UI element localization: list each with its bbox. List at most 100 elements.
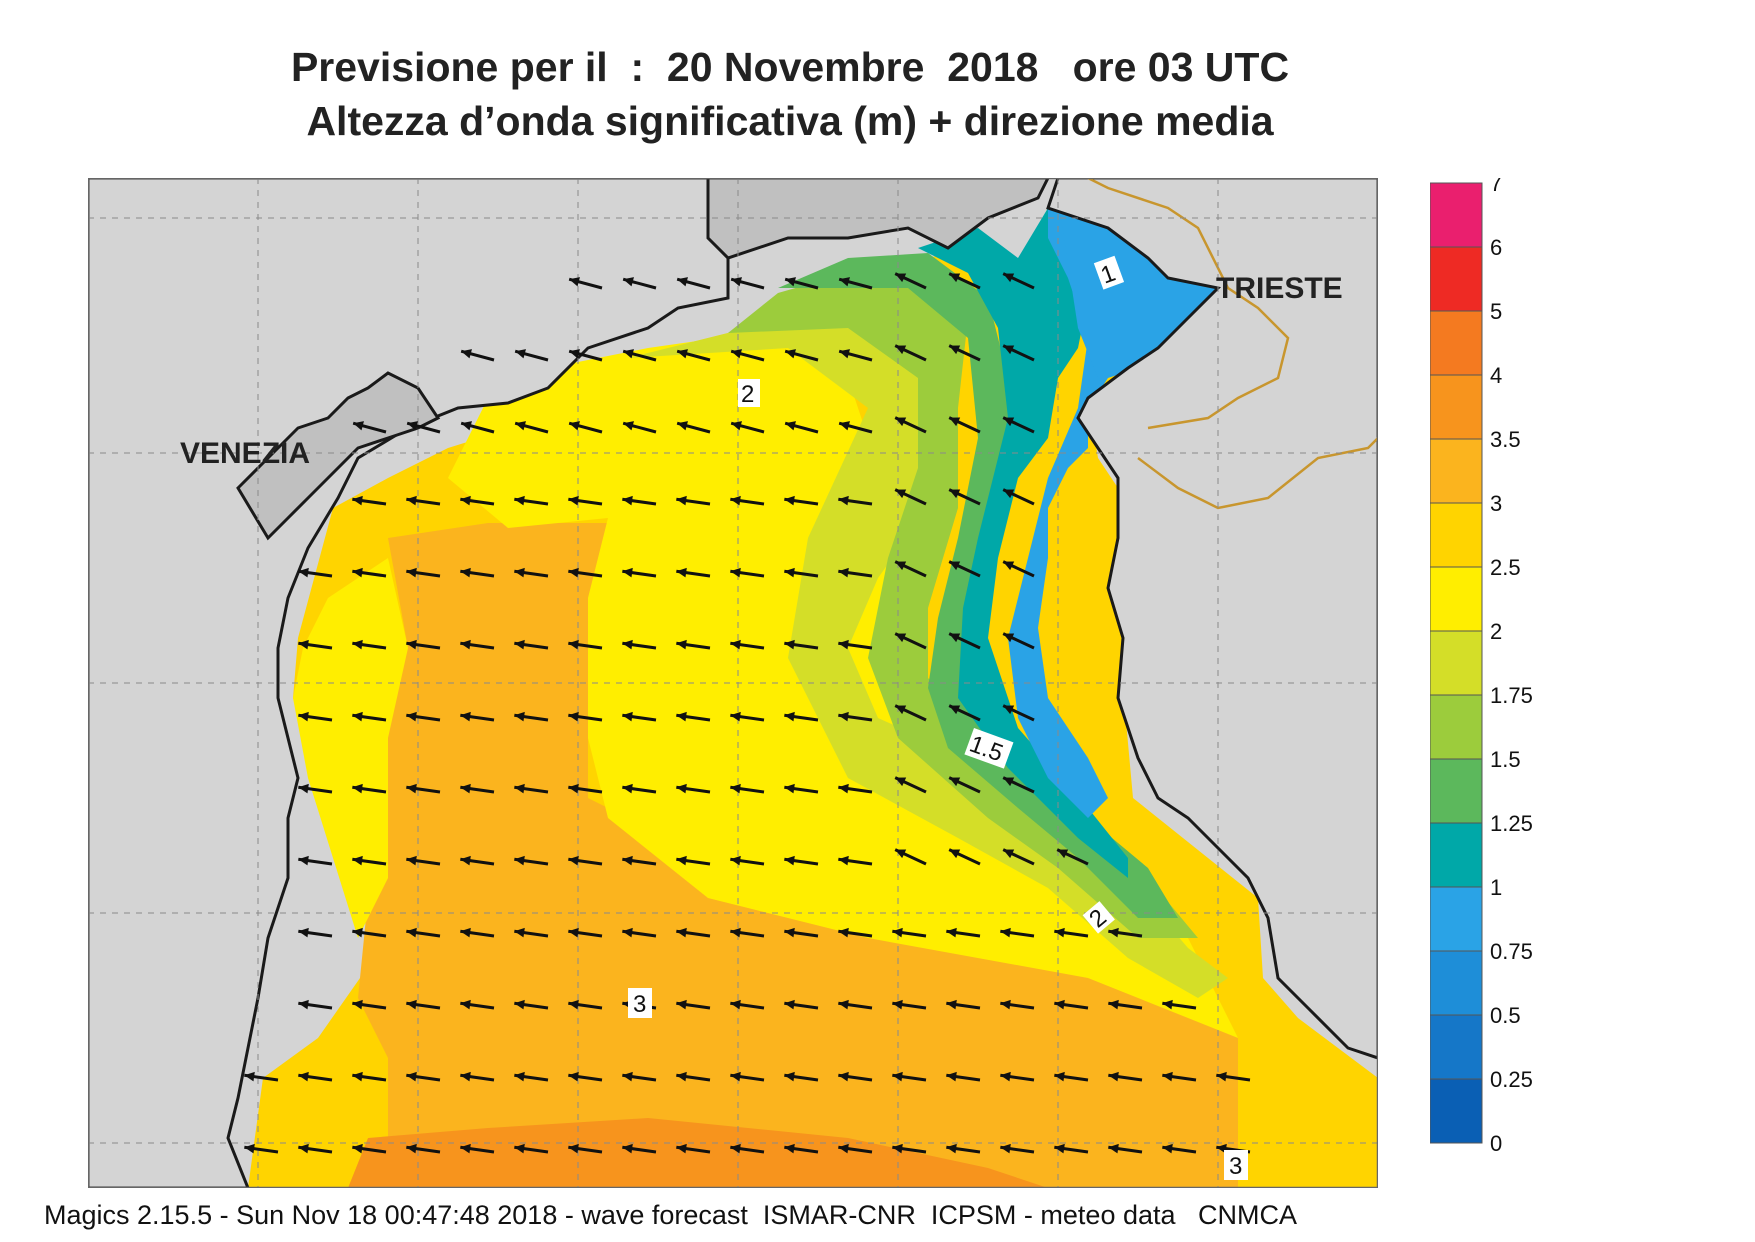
wave-arrow-head (895, 273, 907, 283)
wave-arrow-head (676, 711, 687, 722)
wave-arrow-head (298, 1071, 309, 1082)
wave-arrow-head (784, 783, 795, 794)
scale-tick-label: 4 (1490, 363, 1502, 388)
scale-box (1430, 182, 1483, 248)
wave-arrow-head (514, 927, 525, 938)
wave-arrow-head (515, 421, 526, 431)
scale-tick-label: 0.75 (1490, 939, 1533, 964)
wave-arrow-head (460, 1071, 471, 1082)
scale-tick-label: 3 (1490, 491, 1502, 516)
wave-arrow-head (568, 495, 579, 506)
wave-arrow-head (1057, 849, 1069, 859)
wave-arrow-head (1003, 777, 1015, 787)
wave-arrow-head (838, 1143, 849, 1154)
wave-arrow-head (406, 711, 417, 722)
wave-arrow-head (569, 421, 580, 431)
wave-arrow-head (568, 855, 579, 866)
scale-box (1430, 630, 1483, 696)
scale-tick-label: 0.5 (1490, 1003, 1521, 1028)
wave-arrow-head (568, 711, 579, 722)
wave-arrow-head (1108, 1071, 1119, 1082)
wave-direction-arrows (244, 272, 1251, 1154)
wave-arrow-head (1000, 927, 1011, 938)
wave-arrow-head (1003, 705, 1015, 715)
wave-arrow-head (298, 639, 309, 650)
wave-arrow-head (676, 783, 687, 794)
scale-box (1430, 822, 1483, 888)
wave-arrow-head (353, 421, 364, 431)
scale-tick-label: 0 (1490, 1131, 1502, 1156)
wave-arrow-head (730, 855, 741, 866)
wave-arrow-head (568, 639, 579, 650)
wave-arrow-head (895, 849, 907, 859)
wave-arrow-head (1216, 1071, 1227, 1082)
wave-arrow-head (460, 855, 471, 866)
wave-arrow-head (514, 1071, 525, 1082)
wave-arrow-head (460, 1143, 471, 1154)
wave-arrow-head (838, 567, 849, 578)
wave-arrow-head (730, 1143, 741, 1154)
wave-arrow-head (406, 999, 417, 1010)
wave-arrow-head (838, 1071, 849, 1082)
wave-arrow-head (1054, 1071, 1065, 1082)
wave-arrow-head (622, 783, 633, 794)
wave-arrow-head (244, 1143, 255, 1154)
wave-arrow-head (352, 711, 363, 722)
wave-arrow-head (568, 1071, 579, 1082)
scale-box (1430, 566, 1483, 632)
wave-arrow-head (298, 783, 309, 794)
contour-labels: 1 2 1.5 2 3 3 (628, 255, 1248, 1180)
wave-arrow-head (784, 855, 795, 866)
wave-arrow-head (622, 711, 633, 722)
wave-arrow-head (895, 705, 907, 715)
wave-arrow-head (949, 777, 961, 787)
wave-arrow-head (514, 1143, 525, 1154)
wave-arrow-head (352, 639, 363, 650)
wave-arrow-head (1003, 849, 1015, 859)
wave-arrow-head (1000, 1143, 1011, 1154)
wave-arrow-head (460, 999, 471, 1010)
scale-box (1430, 310, 1483, 376)
wave-arrow-head (406, 639, 417, 650)
wave-arrow-head (514, 999, 525, 1010)
wave-arrow-head (895, 417, 907, 427)
wave-arrow-head (784, 495, 795, 506)
scale-tick-label: 2.5 (1490, 555, 1521, 580)
title-line-1: Previsione per il : 20 Novembre 2018 ore… (290, 44, 1290, 90)
wave-arrow-head (1003, 273, 1015, 283)
national-border-south (1137, 437, 1378, 510)
wave-arrow-head (623, 421, 634, 431)
wave-arrow-head (352, 855, 363, 866)
wave-arrow-head (949, 561, 961, 571)
scale-tick-label: 1.5 (1490, 747, 1521, 772)
wave-arrow-head (730, 999, 741, 1010)
wave-arrow-head (946, 1143, 957, 1154)
wave-arrow-head (460, 927, 471, 938)
wave-arrow-head (406, 927, 417, 938)
wave-arrow-head (461, 349, 472, 359)
scale-tick-label: 7 (1490, 178, 1502, 196)
contour-label-3-center: 3 (633, 991, 646, 1018)
wave-arrow-head (895, 777, 907, 787)
wave-arrow-head (515, 349, 526, 359)
wave-arrow-head (1000, 1071, 1011, 1082)
wave-arrow-head (676, 999, 687, 1010)
wave-arrow-head (298, 1143, 309, 1154)
wave-arrow-head (839, 349, 850, 359)
wave-arrow-head (784, 1071, 795, 1082)
wave-arrow-head (568, 1143, 579, 1154)
wave-arrow-head (676, 927, 687, 938)
wave-arrow-head (892, 927, 903, 938)
wave-arrow-head (622, 855, 633, 866)
wave-arrow-head (406, 1071, 417, 1082)
wave-arrow-head (622, 1143, 633, 1154)
wave-arrow-head (352, 567, 363, 578)
wave-arrow-head (514, 639, 525, 650)
italian-coast-land (88, 178, 730, 1188)
wave-arrow-head (838, 639, 849, 650)
wave-arrow-head (731, 349, 742, 359)
wave-arrow-head (1108, 999, 1119, 1010)
wave-arrow-head (946, 999, 957, 1010)
wave-arrow-head (838, 495, 849, 506)
wave-arrow-head (460, 567, 471, 578)
